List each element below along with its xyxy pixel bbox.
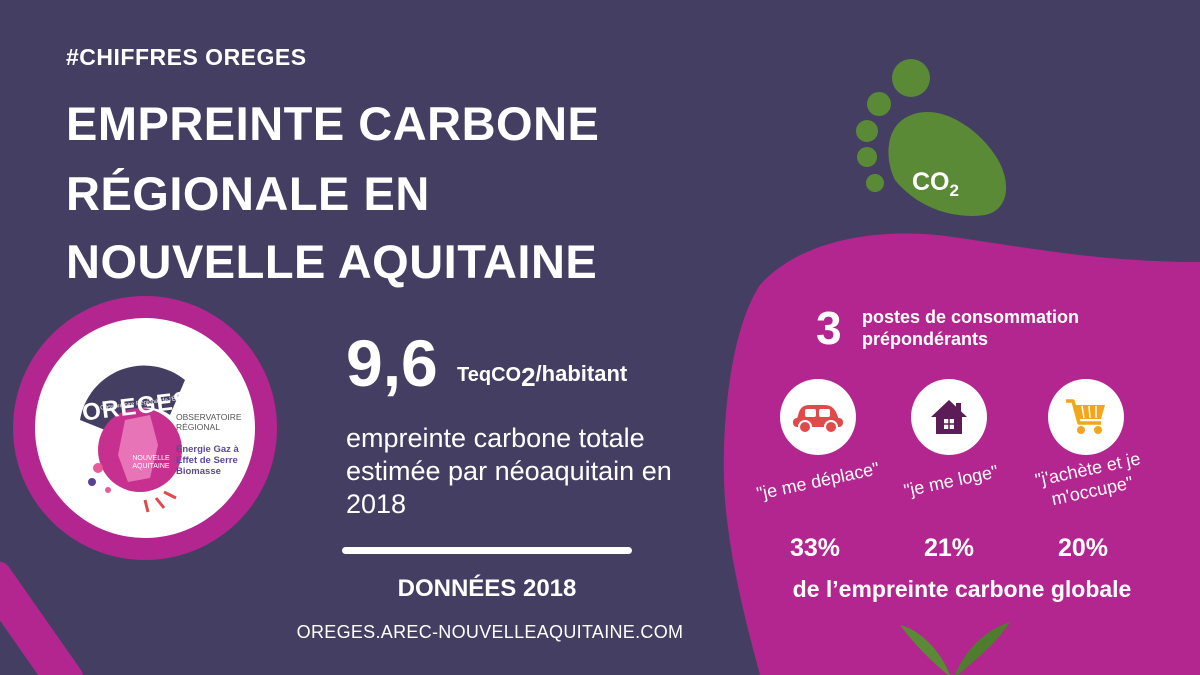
co2-main: CO [912, 168, 950, 196]
stat-unit: TeqCO2/habitant [457, 357, 628, 392]
stat-unit-suffix: /habitant [535, 361, 628, 386]
logo-graphic [80, 365, 185, 513]
co2-label: CO2 [912, 168, 959, 200]
logo-region: NOUVELLE AQUITAINE [132, 455, 170, 470]
title-line-1: EMPREINTE CARBONE [66, 97, 600, 150]
postes-label: postes de consommation prépondérants [862, 307, 1080, 349]
shopping-cart-icon [1048, 379, 1124, 455]
logo-subtitle: Énergie Gaz à Effet de Serre Biomasse [176, 444, 239, 477]
postes-footer: de l’empreinte carbone globale [792, 576, 1132, 602]
website-link[interactable]: OREGES.AREC-NOUVELLEAQUITAINE.COM [296, 622, 684, 642]
title-line-3: NOUVELLE AQUITAINE [66, 235, 598, 288]
hashtag: #CHIFFRES OREGES [66, 44, 307, 70]
car-icon [780, 379, 856, 455]
divider [342, 547, 632, 554]
co2-sub: 2 [949, 181, 959, 200]
stat-unit-main: TeqCO [457, 364, 522, 386]
percent-loge: 21% [924, 534, 975, 562]
magenta-blob [723, 233, 1200, 675]
stat-unit-sub: 2 [521, 362, 536, 392]
plant-icon [900, 622, 1010, 675]
stat-description: empreinte carbone totale estimée par néo… [346, 423, 672, 519]
stat-value: 9,6 [346, 326, 438, 400]
postes-count: 3 [816, 302, 842, 354]
data-year: DONNÉES 2018 [397, 575, 577, 602]
title-line-2: RÉGIONALE EN [66, 167, 430, 220]
house-icon [911, 379, 987, 455]
percent-achete: 20% [1058, 534, 1109, 562]
logo-observatoire: OBSERVATOIRE RÉGIONAL [176, 412, 242, 432]
percent-deplace: 33% [790, 534, 841, 562]
footprint-icon [856, 59, 1007, 216]
